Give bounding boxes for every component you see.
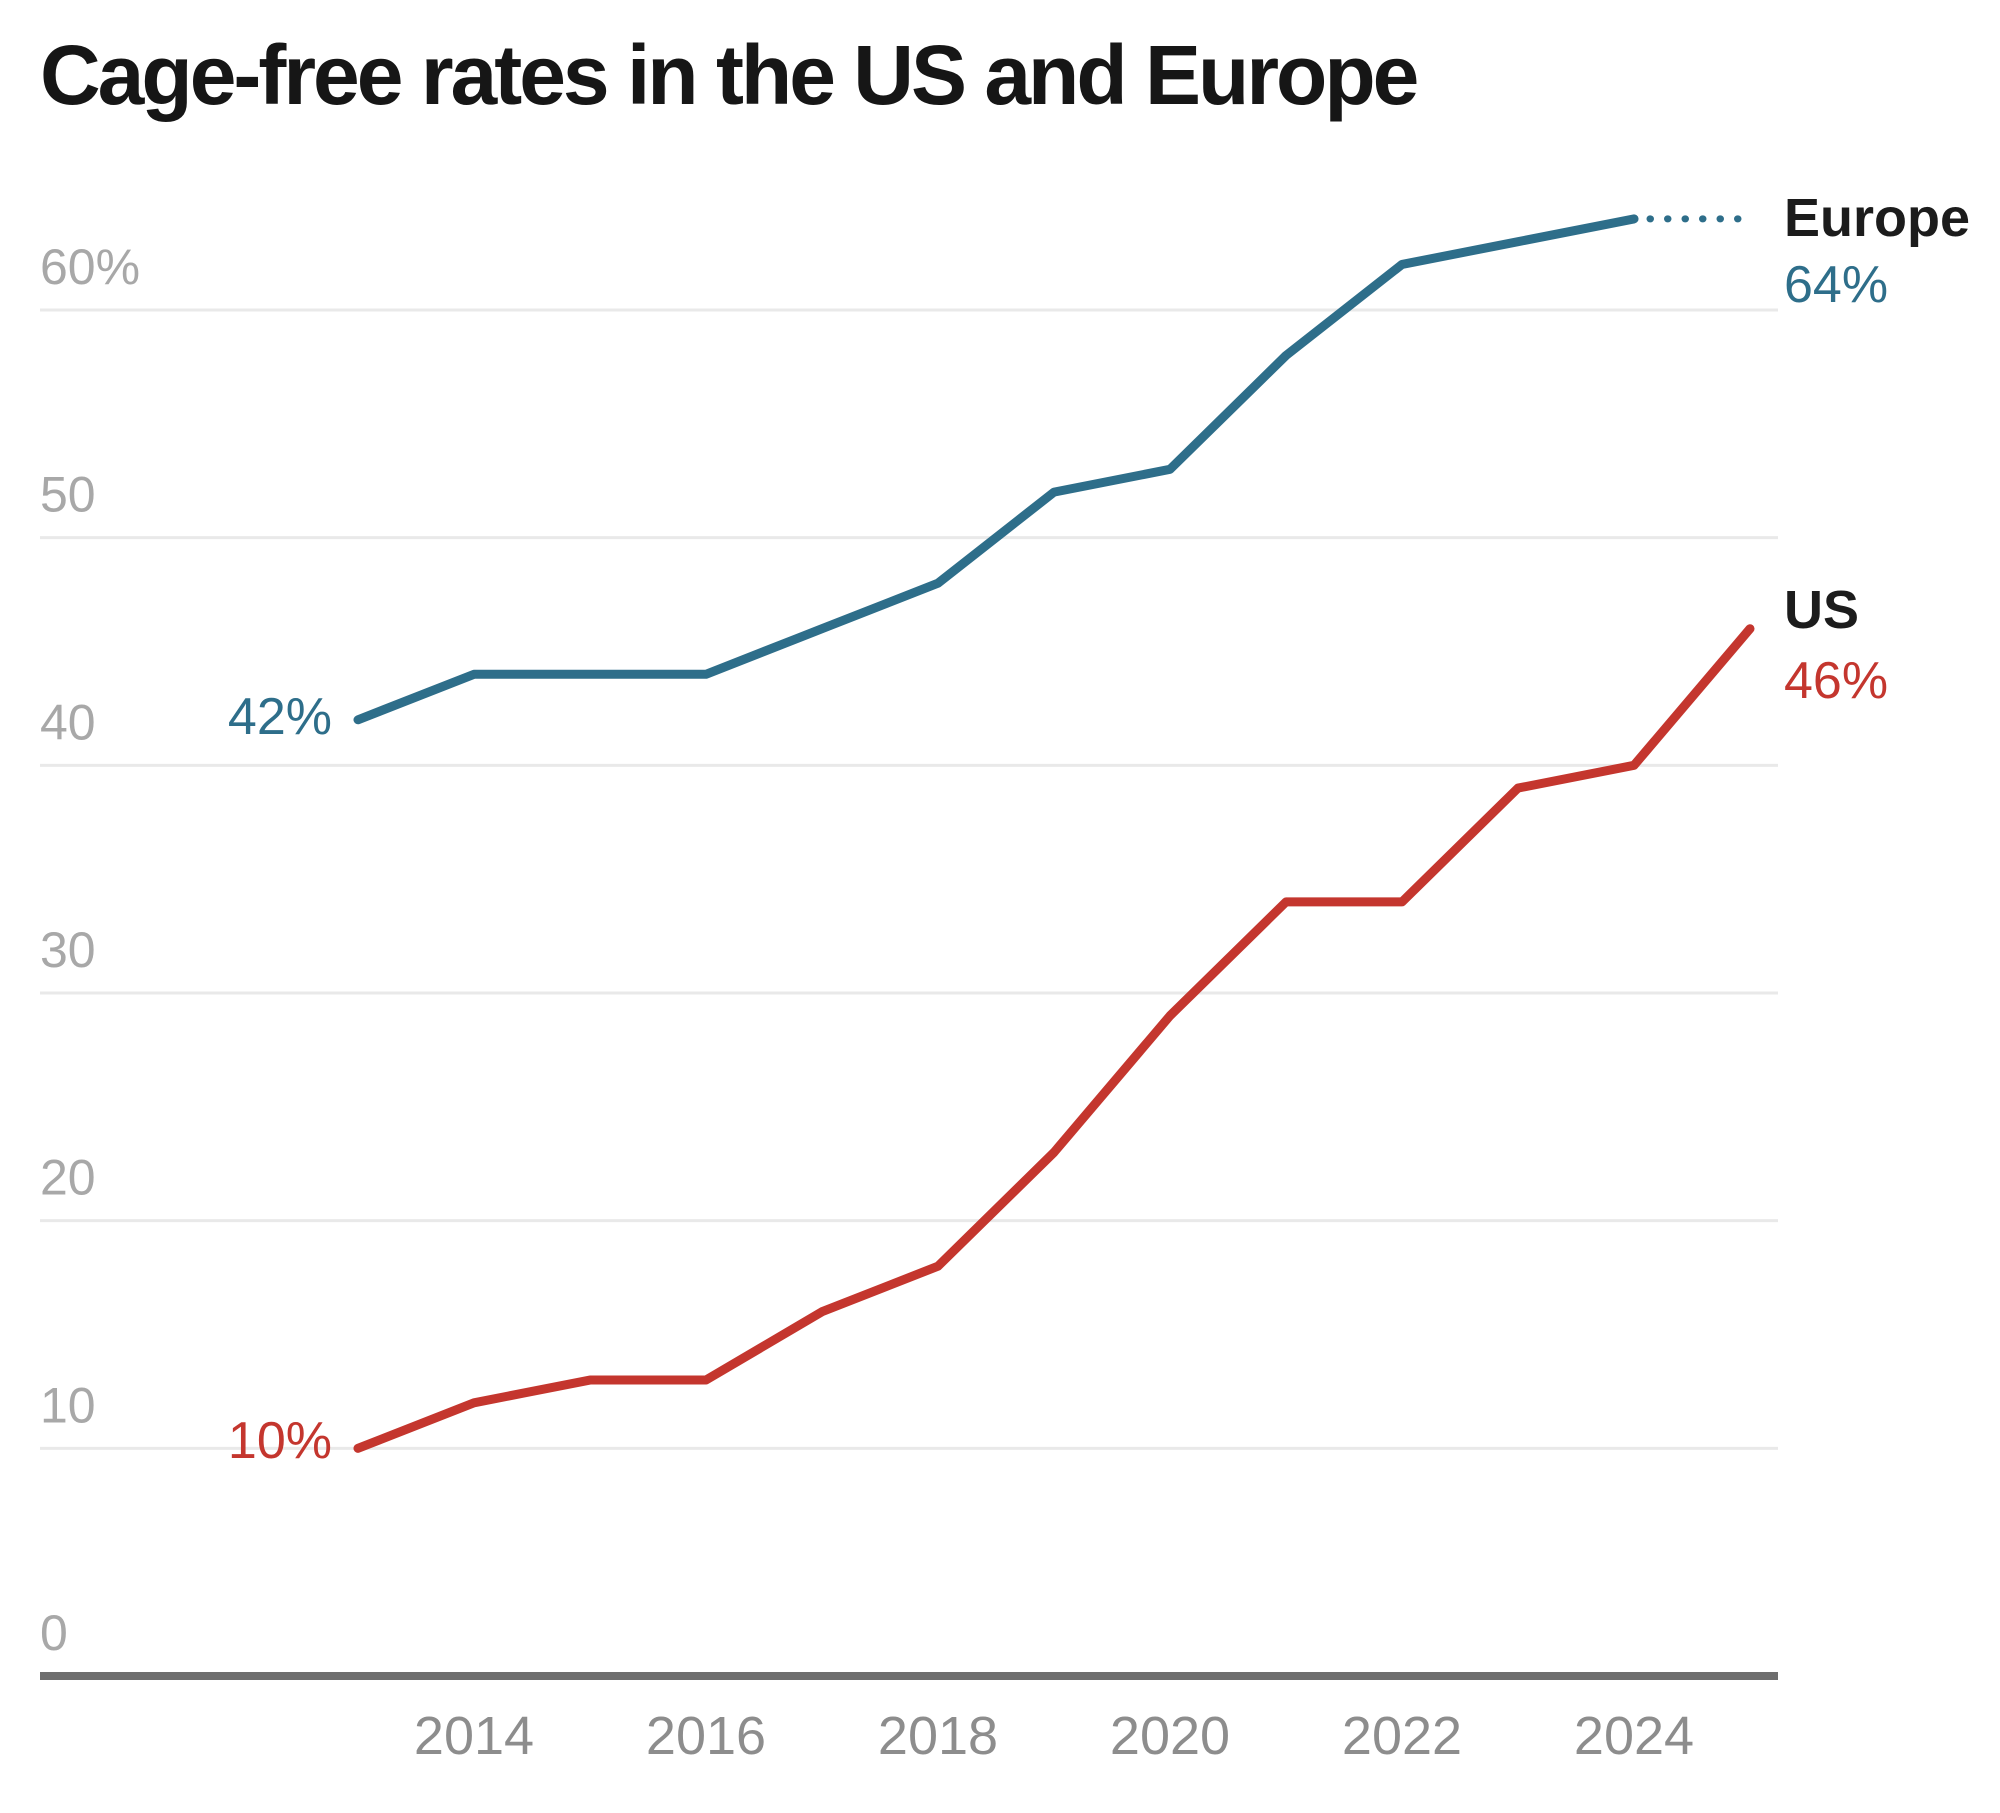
x-tick-label-2022: 2022 [1342,1706,1462,1766]
y-tick-label-0: 0 [40,1605,68,1661]
y-tick-label-40: 40 [40,694,96,750]
page-title: Cage-free rates in the US and Europe [40,28,1417,122]
europe-series-label: Europe [1784,188,1970,248]
us-start-value-label: 10% [228,1412,332,1470]
x-tick-label-2014: 2014 [414,1706,534,1766]
x-axis-labels-layer: 2014 2016 2018 2020 2022 2024 [414,1706,1694,1766]
europe-line [353,214,1639,725]
gridlines-layer: 0 10 20 30 40 50 60% [40,239,1778,1680]
x-tick-label-2020: 2020 [1110,1706,1230,1766]
y-tick-label-20: 20 [40,1150,96,1206]
x-tick-label-2018: 2018 [878,1706,998,1766]
y-tick-label-50: 50 [40,467,96,523]
y-tick-label-30: 30 [40,922,96,978]
us-line [353,624,1755,1453]
y-tick-label-60: 60% [40,239,140,295]
series-lines-layer [353,214,1756,1453]
x-tick-label-2024: 2024 [1574,1706,1694,1766]
europe-end-value-label: 64% [1784,256,1888,314]
us-series-label: US [1784,580,1859,640]
europe-start-value-label: 42% [228,688,332,746]
y-tick-label-10: 10 [40,1377,96,1433]
x-tick-label-2016: 2016 [646,1706,766,1766]
us-end-value-label: 46% [1784,652,1888,710]
